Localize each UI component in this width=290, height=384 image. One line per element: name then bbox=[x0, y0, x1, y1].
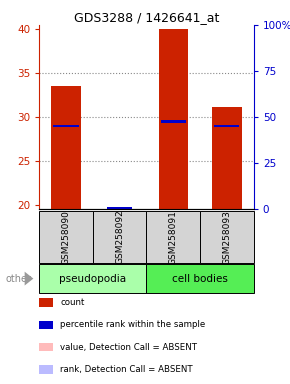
Bar bbox=[159, 29, 188, 209]
Title: GDS3288 / 1426641_at: GDS3288 / 1426641_at bbox=[74, 11, 219, 24]
Bar bbox=[212, 107, 242, 209]
Text: GSM258092: GSM258092 bbox=[115, 210, 124, 265]
Text: value, Detection Call = ABSENT: value, Detection Call = ABSENT bbox=[60, 343, 197, 352]
Bar bbox=[53, 125, 79, 127]
Text: GSM258090: GSM258090 bbox=[61, 210, 70, 265]
Text: other: other bbox=[6, 273, 32, 284]
Bar bbox=[214, 125, 240, 127]
Bar bbox=[200, 211, 254, 263]
Bar bbox=[51, 86, 81, 209]
Text: GSM258093: GSM258093 bbox=[222, 210, 231, 265]
Bar bbox=[107, 207, 132, 210]
Text: rank, Detection Call = ABSENT: rank, Detection Call = ABSENT bbox=[60, 365, 193, 374]
Bar bbox=[39, 264, 146, 293]
Bar bbox=[93, 211, 146, 263]
Text: GSM258091: GSM258091 bbox=[169, 210, 178, 265]
Polygon shape bbox=[25, 272, 33, 286]
Text: percentile rank within the sample: percentile rank within the sample bbox=[60, 320, 206, 329]
Bar bbox=[39, 211, 93, 263]
Text: count: count bbox=[60, 298, 85, 307]
Bar bbox=[146, 264, 254, 293]
Bar bbox=[161, 121, 186, 122]
Text: pseudopodia: pseudopodia bbox=[59, 273, 126, 284]
Text: cell bodies: cell bodies bbox=[172, 273, 228, 284]
Bar bbox=[146, 211, 200, 263]
